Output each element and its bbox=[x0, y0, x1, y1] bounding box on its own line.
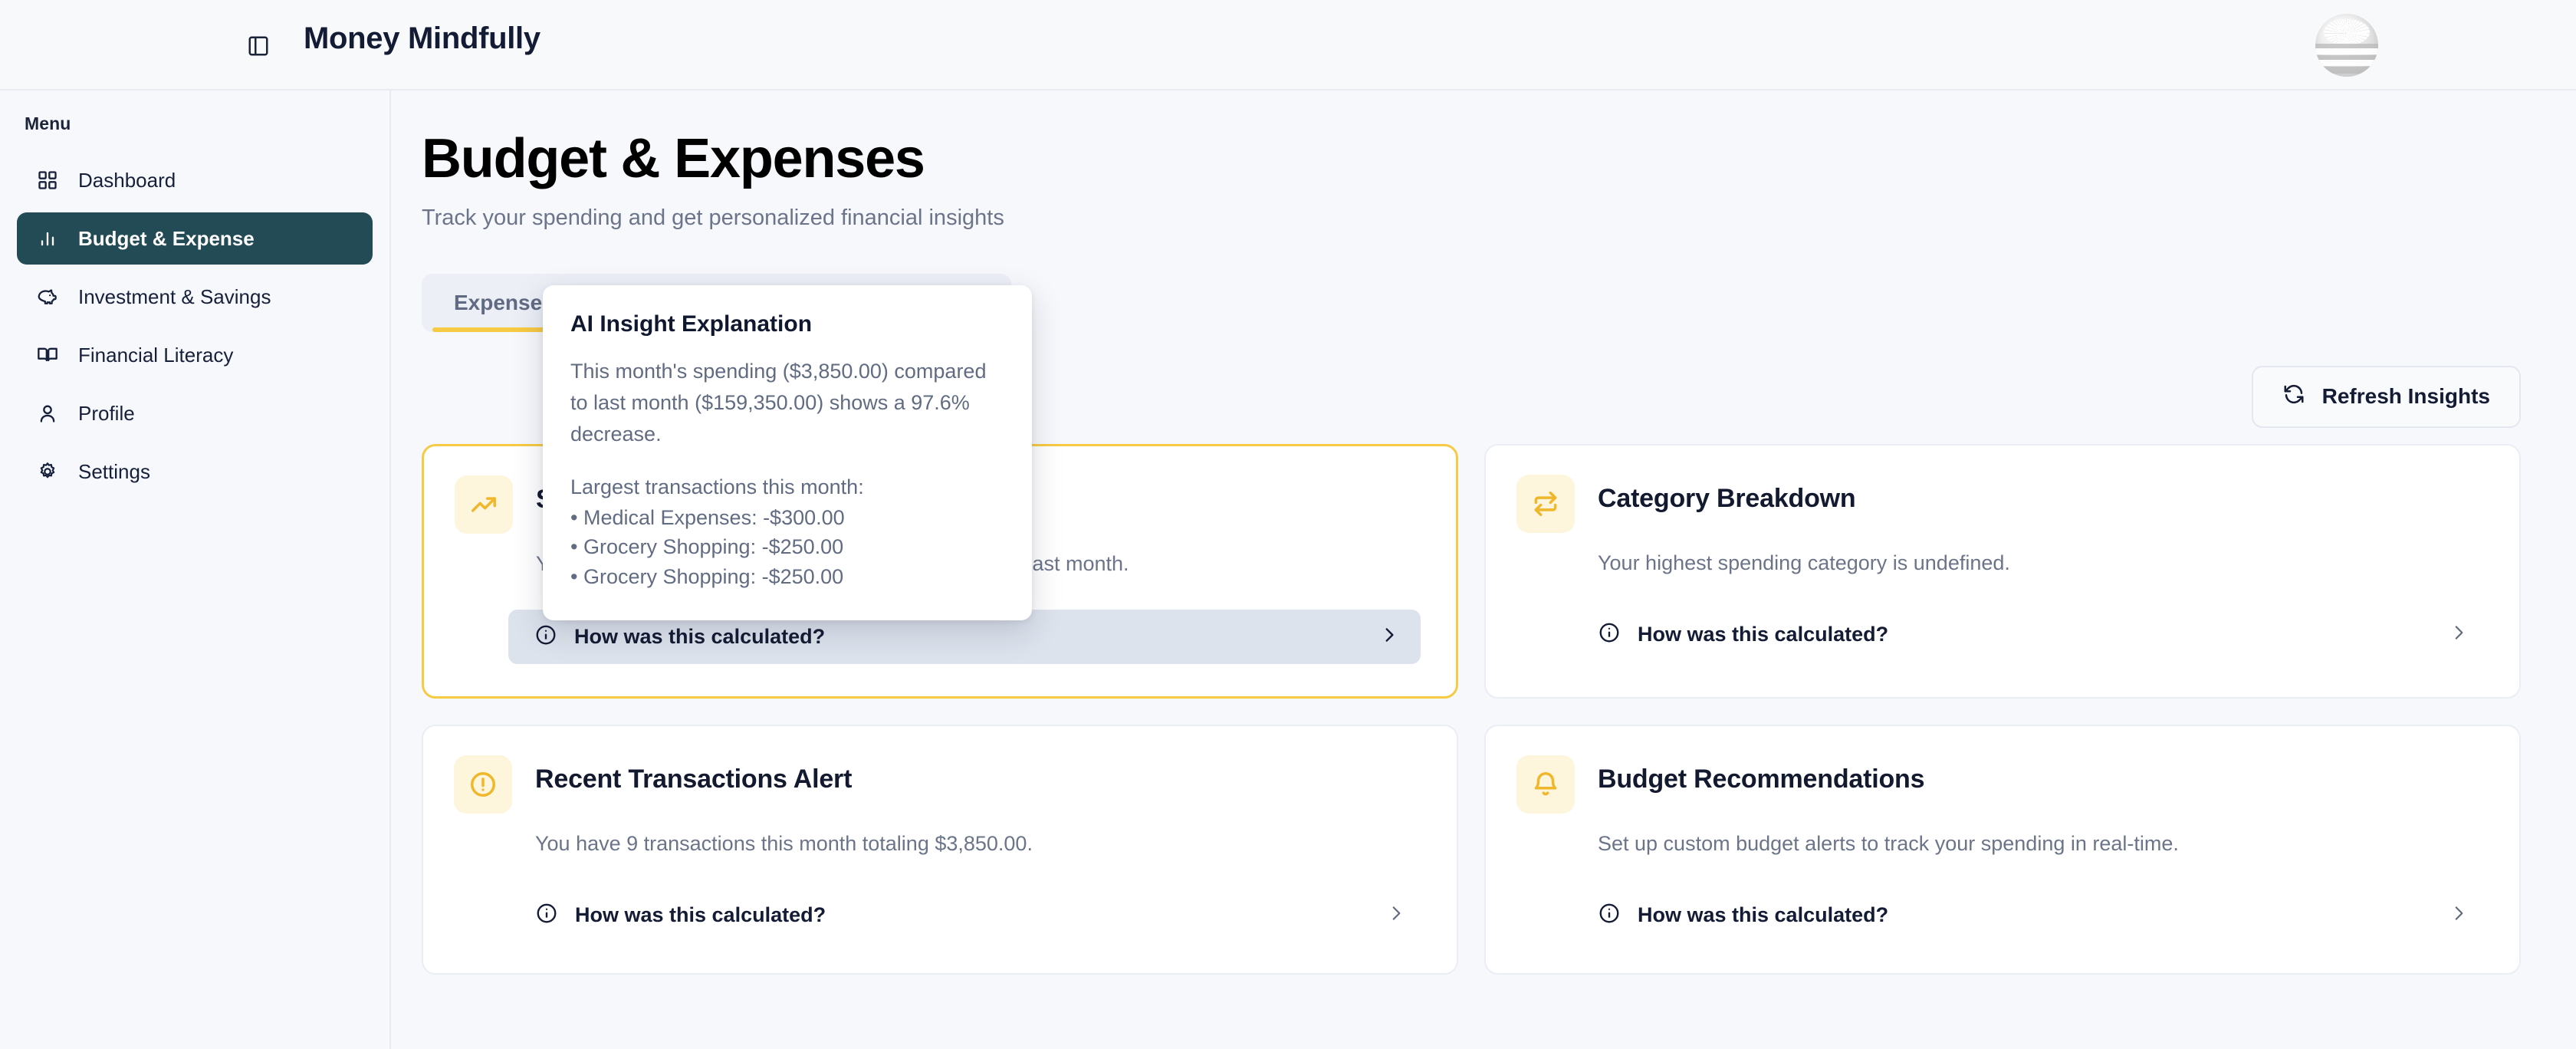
chevron-right-icon[interactable] bbox=[2449, 903, 2469, 927]
sidebar-item-investment-savings[interactable]: Investment & Savings bbox=[17, 271, 373, 323]
top-bar: Money Mindfully bbox=[0, 0, 2576, 90]
card-description: Set up custom budget alerts to track you… bbox=[1598, 831, 2179, 855]
piggy-bank-icon bbox=[34, 283, 61, 311]
chevron-right-icon[interactable] bbox=[1386, 903, 1406, 927]
sidebar-item-label: Investment & Savings bbox=[78, 284, 271, 308]
info-icon bbox=[534, 623, 557, 650]
how-calculated-label: How was this calculated? bbox=[1638, 903, 1889, 926]
page-subtitle: Track your spending and get personalized… bbox=[422, 205, 1004, 230]
card-header: Recent Transactions Alert bbox=[454, 755, 1426, 814]
insight-card-budget-recommendations[interactable]: Budget Recommendations Set up custom bud… bbox=[1484, 724, 2521, 975]
insight-card-recent-transactions-alert[interactable]: Recent Transactions Alert You have 9 tra… bbox=[422, 724, 1458, 975]
page-title: Budget & Expenses bbox=[422, 128, 925, 189]
card-title: Recent Transactions Alert bbox=[535, 764, 853, 794]
sidebar-item-dashboard[interactable]: Dashboard bbox=[17, 154, 373, 206]
how-calculated-row[interactable]: How was this calculated? bbox=[535, 890, 1421, 941]
bar-chart-icon bbox=[34, 225, 61, 252]
chevron-right-icon[interactable] bbox=[1379, 625, 1399, 649]
sidebar-item-label: Settings bbox=[78, 459, 150, 483]
how-calculated-label: How was this calculated? bbox=[1638, 622, 1889, 646]
sidebar-item-label: Dashboard bbox=[78, 168, 176, 192]
tooltip-body: This month's spending ($3,850.00) compar… bbox=[570, 356, 1003, 591]
sidebar-menu-label: Menu bbox=[25, 113, 71, 133]
info-icon bbox=[1598, 902, 1621, 929]
how-calculated-label: How was this calculated? bbox=[575, 903, 826, 926]
card-description: You have 9 transactions this month total… bbox=[535, 831, 1033, 855]
card-description: Your highest spending category is undefi… bbox=[1598, 551, 2010, 574]
grid-icon bbox=[34, 166, 61, 194]
app-title: Money Mindfully bbox=[304, 21, 540, 55]
tooltip-title: AI Insight Explanation bbox=[570, 311, 813, 337]
info-icon bbox=[535, 902, 558, 929]
alert-circle-icon bbox=[454, 755, 512, 814]
chevron-right-icon[interactable] bbox=[2449, 623, 2469, 646]
sidebar-item-label: Budget & Expense bbox=[78, 226, 255, 250]
card-title: Category Breakdown bbox=[1598, 483, 1856, 513]
refresh-insights-button[interactable]: Refresh Insights bbox=[2251, 365, 2521, 428]
user-icon bbox=[34, 400, 61, 427]
tooltip-list-heading: Largest transactions this month: bbox=[570, 475, 864, 499]
sidebar-item-financial-literacy[interactable]: Financial Literacy bbox=[17, 329, 373, 381]
toolbar: Refresh Insights bbox=[422, 357, 2521, 441]
bell-icon bbox=[1516, 755, 1575, 814]
repeat-icon bbox=[1516, 474, 1575, 533]
book-open-icon bbox=[34, 341, 61, 369]
panel-left-icon[interactable] bbox=[242, 29, 275, 63]
tooltip-paragraph: This month's spending ($3,850.00) compar… bbox=[570, 360, 987, 446]
refresh-insights-label: Refresh Insights bbox=[2321, 384, 2490, 409]
tooltip-list-item: • Medical Expenses: -$300.00 bbox=[570, 506, 845, 530]
info-icon bbox=[1598, 621, 1621, 648]
tooltip-list-item: • Grocery Shopping: -$250.00 bbox=[570, 535, 844, 559]
sidebar-item-label: Profile bbox=[78, 401, 135, 425]
sidebar-item-profile[interactable]: Profile bbox=[17, 387, 373, 439]
how-calculated-row[interactable]: How was this calculated? bbox=[1598, 609, 2484, 660]
ai-insight-explanation-tooltip: AI Insight Explanation This month's spen… bbox=[543, 285, 1032, 621]
card-header: Category Breakdown bbox=[1516, 474, 2489, 533]
sidebar-item-settings[interactable]: Settings bbox=[17, 446, 373, 498]
how-calculated-row[interactable]: How was this calculated? bbox=[1598, 890, 2484, 941]
insight-card-category-breakdown[interactable]: Category Breakdown Your highest spending… bbox=[1484, 443, 2521, 699]
how-calculated-label: How was this calculated? bbox=[574, 624, 826, 648]
card-title: Budget Recommendations bbox=[1598, 764, 1925, 794]
sidebar-item-budget-expense[interactable]: Budget & Expense bbox=[17, 212, 373, 265]
gear-icon bbox=[34, 458, 61, 485]
refresh-icon bbox=[2282, 383, 2305, 411]
card-header: Budget Recommendations bbox=[1516, 755, 2489, 814]
tooltip-list-item: • Grocery Shopping: -$250.00 bbox=[570, 564, 844, 588]
sidebar-item-label: Financial Literacy bbox=[78, 343, 234, 367]
sidebar: Menu Dashboard Budget & Expense bbox=[0, 90, 391, 1049]
globe-logo bbox=[2315, 14, 2378, 77]
trending-up-icon bbox=[455, 475, 513, 534]
